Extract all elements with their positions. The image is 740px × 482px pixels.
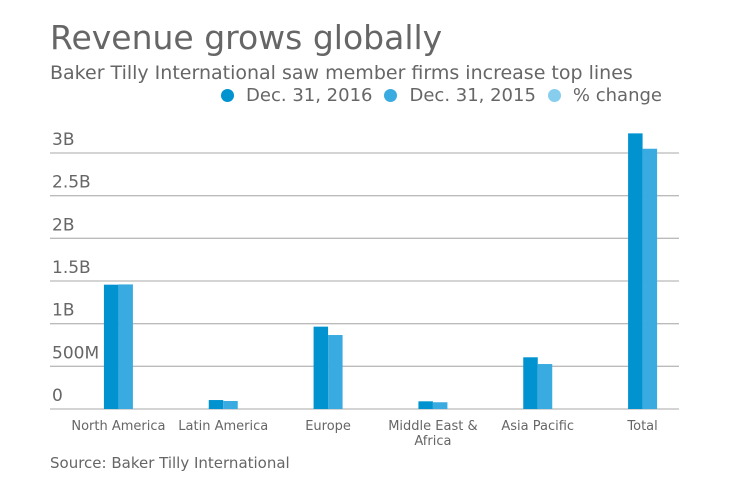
bar-2015 bbox=[118, 284, 133, 409]
legend: Dec. 31, 2016 Dec. 31, 2015 % change bbox=[209, 85, 662, 106]
bar-2015 bbox=[642, 148, 658, 409]
x-tick-label: Middle East & Africa bbox=[388, 419, 477, 449]
legend-label: Dec. 31, 2015 bbox=[409, 85, 536, 106]
bar-2016 bbox=[313, 326, 329, 409]
source-note: Source: Baker Tilly International bbox=[50, 454, 290, 472]
legend-item-2016[interactable]: Dec. 31, 2016 bbox=[221, 85, 372, 106]
bar-2015 bbox=[328, 335, 343, 409]
bar-2016 bbox=[103, 284, 119, 409]
x-tick-label: Total bbox=[626, 419, 657, 434]
bar-2015 bbox=[537, 364, 553, 409]
legend-swatch bbox=[547, 89, 561, 102]
chart-title: Revenue grows globally bbox=[50, 18, 443, 57]
legend-item-pct-change[interactable]: % change bbox=[547, 85, 662, 106]
bar-2016 bbox=[523, 357, 538, 409]
y-tick-label: 1.5B bbox=[52, 258, 91, 278]
y-tick-label: 1B bbox=[52, 301, 74, 321]
bar-2016 bbox=[208, 400, 224, 409]
y-tick-label: 0 bbox=[52, 386, 63, 406]
x-tick-label: Asia Pacific bbox=[501, 419, 574, 434]
y-tick-label: 2.5B bbox=[52, 173, 91, 193]
legend-label: Dec. 31, 2016 bbox=[246, 85, 373, 106]
y-tick-label: 3B bbox=[52, 130, 74, 150]
y-tick-label: 500M bbox=[52, 343, 99, 363]
legend-label: % change bbox=[572, 85, 662, 106]
x-tick-label: North America bbox=[71, 419, 165, 434]
legend-swatch bbox=[221, 89, 235, 102]
bar-2015 bbox=[432, 402, 448, 409]
x-tick-label: Europe bbox=[305, 419, 351, 434]
bar-2016 bbox=[628, 133, 643, 409]
bar-2015 bbox=[223, 400, 238, 409]
chart-subtitle: Baker Tilly International saw member fir… bbox=[50, 62, 633, 84]
bar-2016 bbox=[418, 401, 433, 409]
legend-item-2015[interactable]: Dec. 31, 2015 bbox=[384, 85, 536, 106]
x-tick-label: Latin America bbox=[178, 419, 268, 434]
legend-swatch bbox=[384, 89, 398, 102]
y-tick-label: 2B bbox=[52, 215, 74, 235]
